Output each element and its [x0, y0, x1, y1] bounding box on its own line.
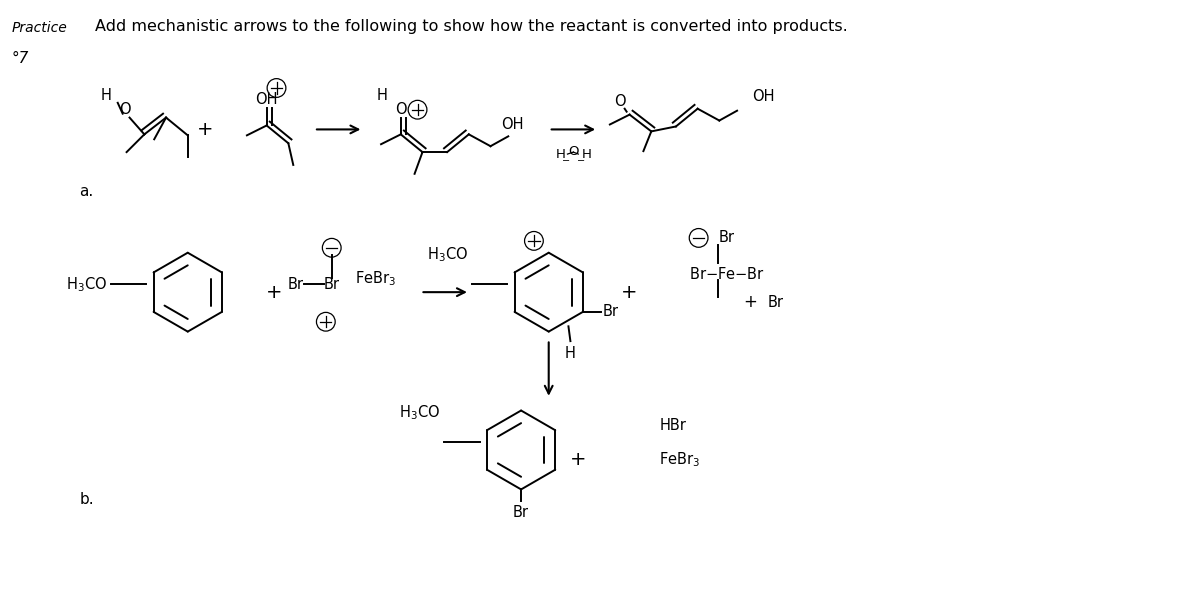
- Text: H$_3$CO: H$_3$CO: [400, 403, 440, 422]
- Text: O: O: [568, 144, 578, 158]
- Text: Br: Br: [324, 277, 340, 292]
- Text: H: H: [101, 89, 112, 103]
- Text: O: O: [395, 102, 407, 117]
- Text: +: +: [570, 450, 587, 469]
- Text: H$_3$CO: H$_3$CO: [66, 275, 107, 294]
- Text: Br: Br: [288, 277, 304, 292]
- Text: OH: OH: [752, 89, 774, 104]
- Text: Br: Br: [768, 294, 784, 310]
- Text: HBr: HBr: [659, 418, 686, 433]
- Text: b.: b.: [79, 492, 94, 507]
- Text: $\mathdefault{-}$: $\mathdefault{-}$: [576, 154, 584, 164]
- Text: $\mathdefault{-}$: $\mathdefault{-}$: [560, 154, 570, 164]
- Text: Br: Br: [719, 231, 734, 245]
- Text: FeBr$_3$: FeBr$_3$: [355, 269, 397, 288]
- Text: H: H: [377, 89, 388, 103]
- Text: +: +: [743, 293, 757, 311]
- Text: O: O: [614, 94, 625, 109]
- Text: H: H: [556, 148, 565, 161]
- Text: FeBr$_3$: FeBr$_3$: [659, 450, 701, 469]
- Text: +: +: [197, 120, 214, 139]
- Text: O: O: [119, 102, 131, 117]
- Text: a.: a.: [79, 184, 94, 198]
- Text: H$_3$CO: H$_3$CO: [427, 245, 468, 264]
- Text: Br$-$Fe$-$Br: Br$-$Fe$-$Br: [689, 266, 764, 282]
- Text: Br: Br: [602, 304, 619, 319]
- Text: H: H: [565, 346, 576, 361]
- Text: OH: OH: [502, 117, 524, 132]
- Text: OH: OH: [256, 92, 278, 107]
- Text: °7: °7: [11, 50, 29, 66]
- Text: H: H: [581, 148, 592, 161]
- Text: +: +: [622, 283, 638, 302]
- Text: Add mechanistic arrows to the following to show how the reactant is converted in: Add mechanistic arrows to the following …: [95, 19, 847, 34]
- Text: Br: Br: [514, 505, 529, 520]
- Text: +: +: [266, 283, 283, 302]
- Text: Practice: Practice: [11, 21, 67, 35]
